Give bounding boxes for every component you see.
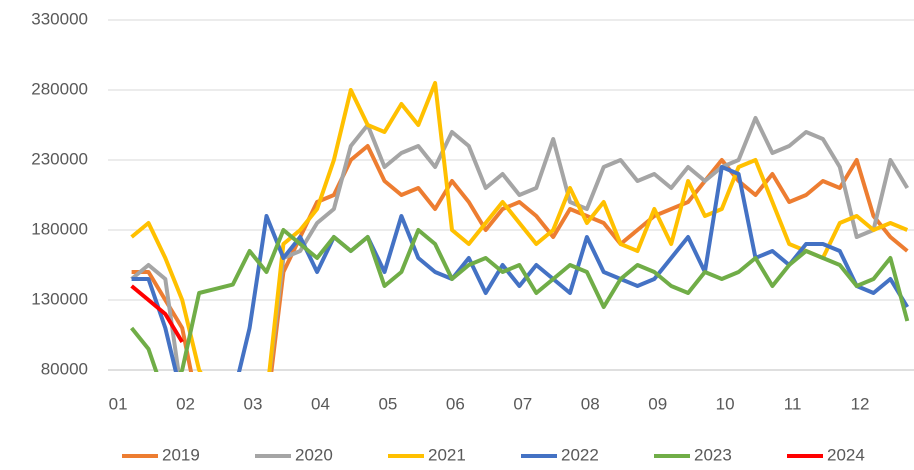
series-line	[131, 144, 909, 372]
x-tick-label: 04	[311, 394, 330, 413]
x-tick-label: 01	[109, 394, 128, 413]
x-tick-label: 12	[851, 394, 870, 413]
x-tick-label: 03	[244, 394, 263, 413]
x-tick-label: 08	[581, 394, 600, 413]
x-tick-label: 05	[378, 394, 397, 413]
legend-label: 2019	[162, 445, 200, 464]
series-line	[130, 81, 909, 372]
y-tick-label: 80000	[41, 359, 88, 378]
legend-label: 2024	[827, 445, 865, 464]
legend-label: 2020	[295, 445, 333, 464]
legend-label: 2023	[694, 445, 732, 464]
legend-label: 2021	[428, 445, 466, 464]
x-tick-label: 06	[446, 394, 465, 413]
y-tick-label: 330000	[31, 9, 88, 28]
y-tick-label: 280000	[31, 79, 88, 98]
series-line	[130, 228, 910, 372]
x-tick-label: 02	[176, 394, 195, 413]
series-line	[130, 116, 910, 372]
x-tick-label: 09	[648, 394, 667, 413]
y-tick-label: 180000	[31, 219, 88, 238]
y-tick-label: 130000	[31, 289, 88, 308]
x-tick-label: 11	[784, 394, 802, 413]
legend-label: 2022	[561, 445, 599, 464]
y-tick-label: 230000	[31, 149, 88, 168]
series-line	[130, 284, 184, 344]
x-tick-label: 10	[716, 394, 735, 413]
x-tick-label: 07	[513, 394, 532, 413]
